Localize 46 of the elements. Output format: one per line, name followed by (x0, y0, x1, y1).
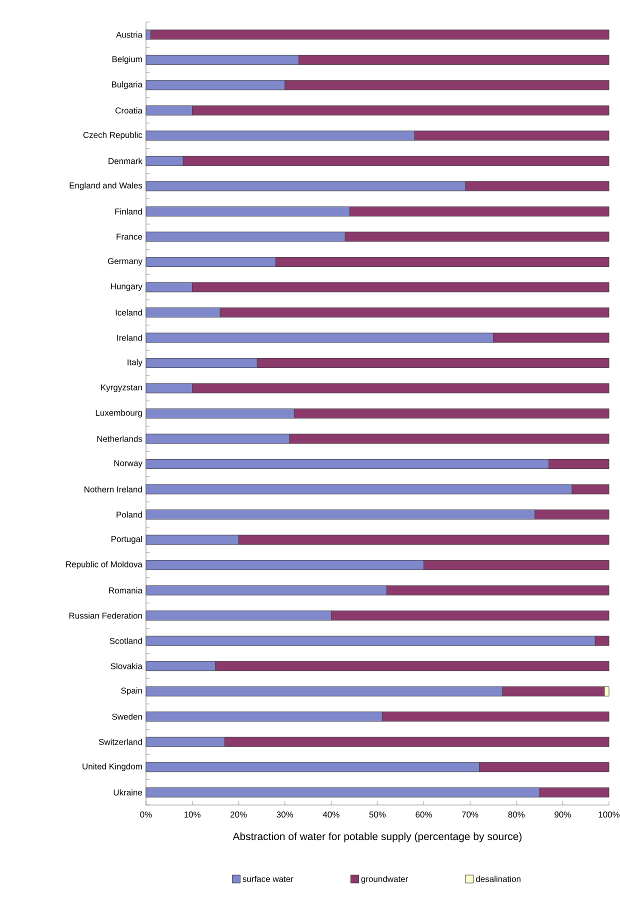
y-tick-label: Denmark (108, 158, 142, 164)
legend-label: groundwater (361, 876, 408, 884)
y-tick-label: Spain (121, 687, 142, 696)
y-tick-label: Belgium (112, 56, 142, 64)
y-tick-label: Norway (114, 460, 142, 468)
y-tick-label: Netherlands (97, 436, 142, 442)
y-tick-label: Kyrgyzstan (101, 384, 142, 392)
y-tick-label: Austria (116, 32, 142, 38)
x-tick-label: 50% (369, 812, 386, 818)
y-tick-label: France (116, 234, 142, 240)
y-tick-label: Switzerland (98, 738, 142, 745)
x-tick-label: 100% (598, 812, 620, 818)
y-tick-label: Bulgaria (112, 81, 142, 90)
y-tick-label: Germany (108, 258, 142, 266)
legend-label: desalination (476, 876, 520, 882)
y-tick-label: Italy (128, 359, 142, 367)
y-tick-label: United Kingdom (82, 763, 142, 772)
y-tick-label: Sweden (112, 713, 142, 720)
y-tick-label: England and Wales (70, 182, 142, 190)
y-tick-label: Nothern Ireland (84, 486, 142, 492)
y-tick-label: Poland (116, 511, 142, 518)
x-tick-label: 10% (184, 812, 201, 818)
x-tick-label: 20% (230, 812, 247, 818)
x-tick-label: 80% (508, 812, 525, 818)
y-tick-label: Ireland (117, 334, 142, 341)
x-tick-label: 0% (140, 812, 152, 818)
x-tick-label: 70% (462, 812, 478, 818)
y-tick-label: Croatia (116, 107, 142, 114)
y-tick-label: Ukraine (114, 789, 142, 796)
y-tick-label: Republic of Moldova (66, 561, 142, 570)
y-tick-label: Portugal (111, 536, 142, 544)
x-tick-label: 40% (322, 812, 340, 818)
x-axis-title: Abstraction of water for potable supply (percentage by source) (232, 832, 522, 842)
x-tick-label: 90% (554, 812, 571, 818)
y-tick-label: Slovakia (110, 662, 142, 670)
y-tick-label: Finland (115, 208, 142, 215)
y-tick-label: Czech Republic (83, 132, 142, 140)
y-tick-label: Luxembourg (96, 410, 142, 418)
y-tick-label: Romania (109, 587, 142, 594)
y-tick-label: Iceland (116, 309, 142, 316)
x-tick-label: 30% (276, 812, 294, 818)
y-tick-label: Russian Federation (69, 612, 142, 619)
y-tick-label: Hungary (111, 283, 142, 292)
x-tick-label: 60% (416, 812, 432, 818)
y-tick-label: Scotland (110, 638, 142, 644)
legend-label: surface water (242, 876, 294, 882)
